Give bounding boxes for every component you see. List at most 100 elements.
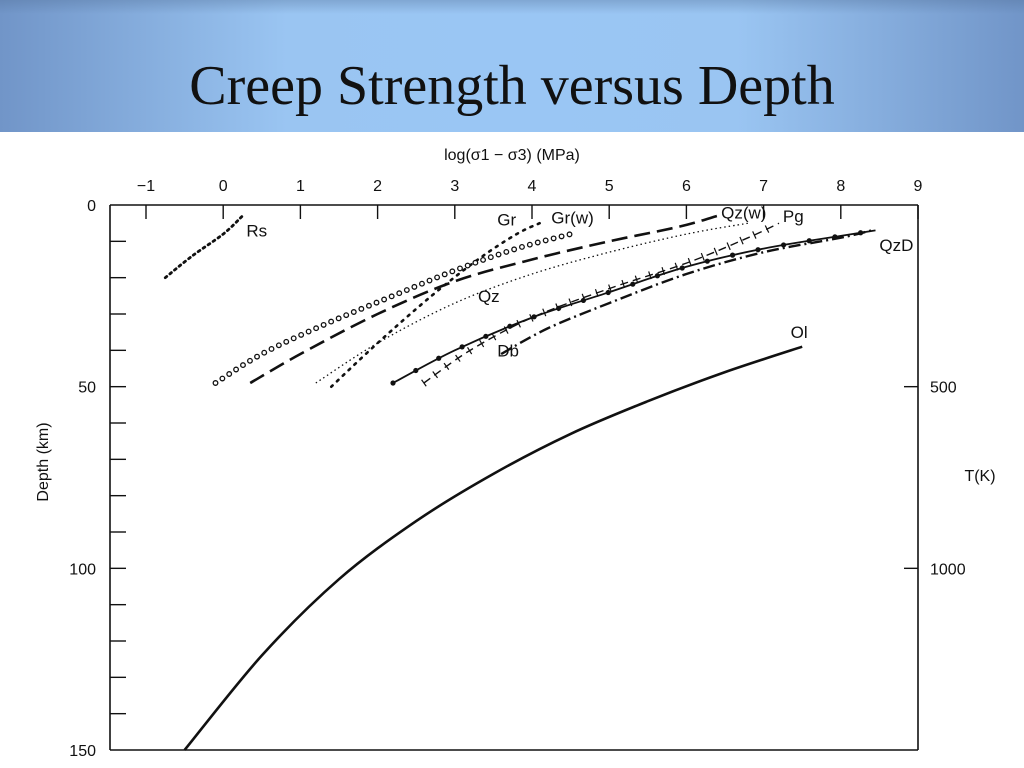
- series-marker-gr-w-5: [247, 357, 253, 364]
- stress-tick-label-5: 5: [605, 178, 614, 195]
- series-marker-gr-w-43: [534, 239, 541, 246]
- series-marker-gr-w-3: [233, 366, 240, 373]
- series-marker-qzd-7: [556, 305, 562, 311]
- series-labels: Rs Gr Gr(w) Qz(w) Pg Qz QzD Db Ol: [246, 203, 913, 360]
- series-marker-gr-w-38: [495, 251, 502, 258]
- series-marker-gr-w-21: [365, 302, 372, 309]
- stress-tick-label-6: 6: [682, 178, 691, 195]
- series-marker-gr-w-25: [396, 290, 403, 297]
- series-label-db: Db: [497, 341, 519, 360]
- depth-tick-label-50: 50: [78, 380, 96, 397]
- stress-tick-label-−1: −1: [137, 178, 155, 195]
- series-qz-w: [249, 214, 718, 385]
- series-marker-pg-21: [687, 257, 692, 266]
- series-marker-pg-1: [432, 371, 439, 379]
- top-stress-axis: −1 0 1 2 3 4 5 6 7 8 9: [137, 178, 923, 219]
- series-marker-qzd-12: [679, 265, 685, 271]
- series-marker-pg-4: [467, 346, 473, 355]
- series-marker-qzd-1: [413, 367, 419, 374]
- series-marker-gr-w-42: [526, 241, 533, 248]
- series-marker-gr-w-40: [511, 246, 518, 253]
- y-axis-title: Depth (km): [35, 422, 52, 501]
- series-marker-gr-w-13: [305, 328, 312, 335]
- series-line-gr-w: [216, 234, 571, 383]
- series-label-qz: Qz: [478, 287, 500, 306]
- series-marker-gr-w-45: [550, 235, 557, 242]
- series-label-pg: Pg: [783, 207, 804, 226]
- series-marker-pg-8: [516, 319, 521, 328]
- series-line-qz-w: [249, 214, 718, 385]
- series-marker-gr-w-28: [418, 280, 425, 287]
- series-marker-gr-w-4: [240, 362, 246, 369]
- series-marker-pg-23: [713, 247, 718, 256]
- stress-tick-label-9: 9: [914, 178, 923, 195]
- series-qzd: [390, 229, 876, 386]
- series-rs: [163, 214, 244, 280]
- series-line-pg: [423, 222, 780, 384]
- stress-tick-label-3: 3: [450, 178, 459, 195]
- series-marker-gr-w-16: [328, 318, 335, 325]
- series-marker-qzd-11: [654, 273, 661, 279]
- series-marker-pg-5: [479, 339, 485, 348]
- series-marker-gr-w-39: [503, 248, 510, 255]
- series-marker-gr-w-8: [268, 345, 275, 352]
- series-marker-gr-w-30: [434, 274, 441, 281]
- stress-tick-label-7: 7: [759, 178, 768, 195]
- series-marker-gr-w-12: [298, 331, 305, 338]
- series-ol: [183, 345, 803, 751]
- series-marker-gr-w-18: [343, 312, 350, 319]
- series-line-ol: [183, 345, 803, 751]
- series-gr-w: [212, 231, 573, 386]
- series-label-rs: Rs: [246, 221, 267, 240]
- series-marker-pg-26: [752, 231, 757, 239]
- stress-tick-label-8: 8: [836, 178, 845, 195]
- series-marker-qzd-16: [780, 242, 787, 248]
- series-marker-gr-w-1: [219, 375, 226, 382]
- series-marker-gr-w-6: [254, 353, 260, 360]
- plot-frame: [109, 204, 919, 751]
- series-marker-qzd-0: [390, 380, 396, 386]
- series-marker-gr-w-34: [464, 262, 471, 269]
- series-marker-pg-0: [421, 379, 427, 387]
- slide-title: Creep Strength versus Depth: [189, 55, 835, 117]
- series-marker-gr-w-0: [212, 380, 219, 386]
- series-marker-pg-24: [726, 242, 731, 251]
- stress-tick-label-4: 4: [528, 178, 537, 195]
- series-pg: [421, 222, 780, 387]
- series-marker-gr-w-32: [449, 268, 456, 275]
- series-marker-gr-w-19: [350, 309, 357, 315]
- series-marker-qzd-19: [858, 230, 864, 236]
- series-marker-qzd-5: [507, 323, 513, 329]
- x-axis-title: log(σ1 − σ3) (MPa): [444, 147, 580, 164]
- stress-tick-label-0: 0: [219, 178, 228, 195]
- right-axis-title: T(K): [964, 468, 995, 485]
- series-label-gr-w: Gr(w): [551, 209, 593, 228]
- series-marker-gr-w-14: [313, 325, 320, 332]
- series-marker-gr-w-47: [566, 231, 573, 238]
- series-marker-gr-w-31: [441, 271, 448, 278]
- series-marker-pg-25: [739, 236, 744, 245]
- series-marker-gr-w-26: [403, 287, 410, 294]
- title-bar: [0, 0, 1024, 132]
- series-qz: [315, 222, 749, 384]
- series-line-rs: [163, 214, 244, 280]
- temperature-tick-label-500: 500: [930, 380, 957, 397]
- series-marker-gr-w-24: [388, 293, 395, 300]
- series-marker-qzd-13: [704, 258, 710, 264]
- depth-tick-label-100: 100: [69, 561, 96, 578]
- series-marker-pg-3: [455, 354, 461, 362]
- series-marker-gr-w-46: [558, 233, 565, 240]
- series-marker-gr-w-29: [426, 277, 433, 284]
- series-label-ol: Ol: [791, 323, 808, 342]
- series-gr: [330, 221, 541, 388]
- series-marker-qzd-10: [630, 281, 636, 287]
- series-marker-qzd-18: [832, 234, 838, 240]
- series-line-qz: [315, 222, 749, 384]
- series-marker-gr-w-7: [261, 349, 268, 356]
- series-marker-gr-w-44: [542, 237, 549, 244]
- series-marker-gr-w-22: [373, 299, 380, 306]
- series-marker-gr-w-9: [275, 342, 282, 349]
- series-label-qz-w: Qz(w): [721, 203, 766, 222]
- series-marker-qzd-15: [755, 247, 761, 253]
- series-marker-pg-2: [443, 362, 450, 370]
